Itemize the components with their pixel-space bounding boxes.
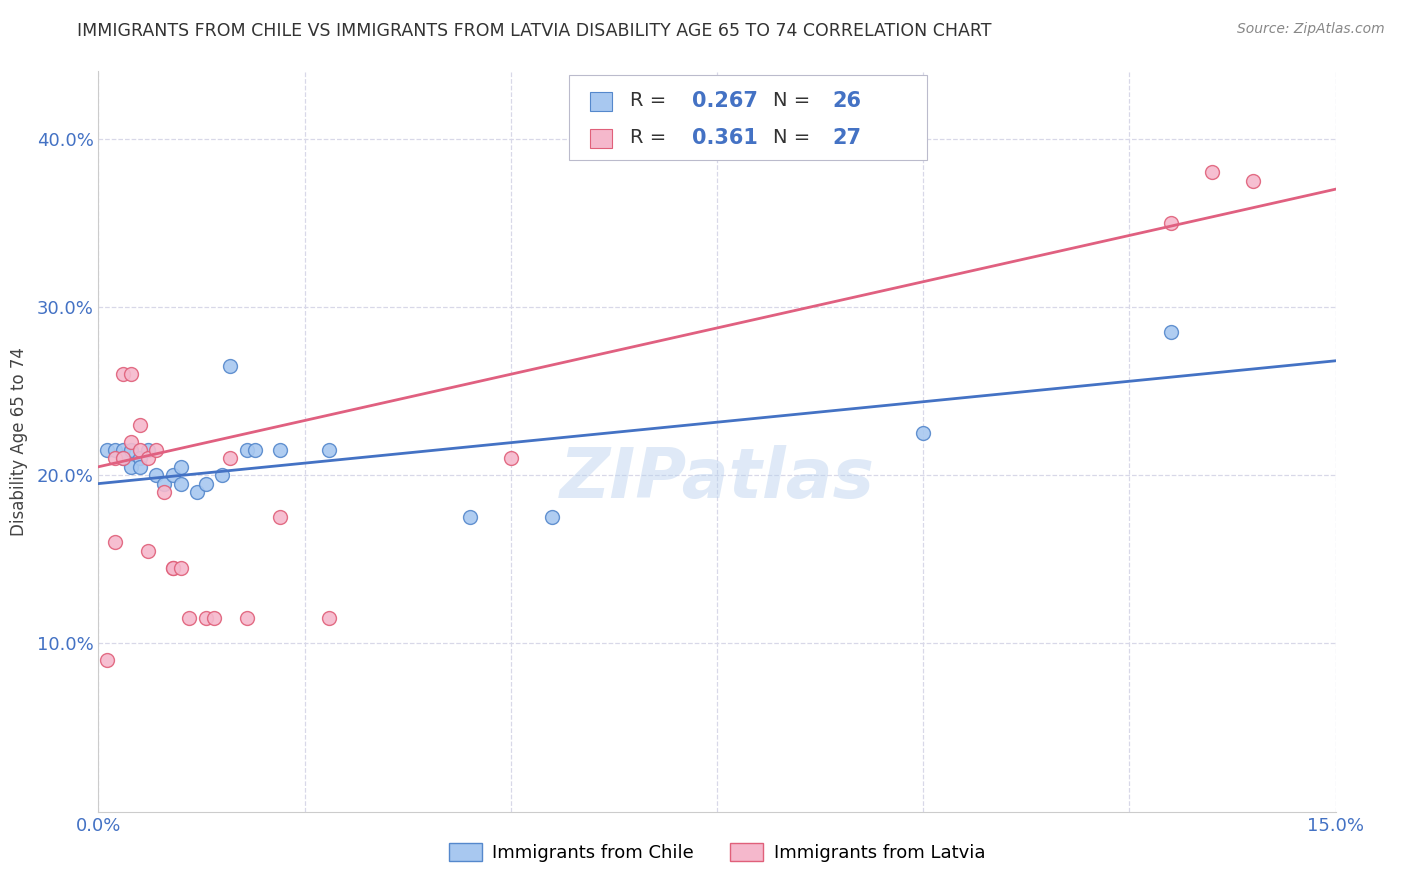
- Point: [236, 611, 259, 625]
- Text: N =: N =: [773, 92, 810, 111]
- Point: [162, 468, 184, 483]
- Point: [162, 560, 184, 574]
- Point: [112, 368, 135, 382]
- Point: [499, 451, 522, 466]
- Point: [128, 442, 150, 457]
- Point: [120, 459, 142, 474]
- Point: [104, 451, 127, 466]
- FancyBboxPatch shape: [589, 92, 612, 111]
- Point: [194, 476, 217, 491]
- Point: [179, 611, 201, 625]
- Point: [120, 442, 142, 457]
- Point: [145, 468, 167, 483]
- Point: [269, 510, 291, 524]
- Point: [112, 451, 135, 466]
- Point: [170, 476, 193, 491]
- Point: [120, 368, 142, 382]
- Point: [128, 417, 150, 432]
- Point: [112, 442, 135, 457]
- Point: [96, 653, 118, 667]
- Legend: Immigrants from Chile, Immigrants from Latvia: Immigrants from Chile, Immigrants from L…: [441, 836, 993, 870]
- Point: [318, 442, 340, 457]
- Point: [1160, 325, 1182, 339]
- Point: [541, 510, 564, 524]
- Point: [202, 611, 225, 625]
- Point: [1160, 216, 1182, 230]
- Point: [211, 468, 233, 483]
- Text: ZIPatlas: ZIPatlas: [560, 445, 875, 512]
- Y-axis label: Disability Age 65 to 74: Disability Age 65 to 74: [10, 347, 28, 536]
- Point: [1201, 165, 1223, 179]
- Point: [243, 442, 266, 457]
- FancyBboxPatch shape: [568, 75, 928, 161]
- Text: IMMIGRANTS FROM CHILE VS IMMIGRANTS FROM LATVIA DISABILITY AGE 65 TO 74 CORRELAT: IMMIGRANTS FROM CHILE VS IMMIGRANTS FROM…: [77, 22, 991, 40]
- Point: [269, 442, 291, 457]
- Point: [186, 485, 208, 500]
- Text: Source: ZipAtlas.com: Source: ZipAtlas.com: [1237, 22, 1385, 37]
- Text: 0.361: 0.361: [692, 128, 758, 148]
- Point: [153, 476, 176, 491]
- Point: [112, 451, 135, 466]
- Point: [120, 434, 142, 449]
- Point: [162, 560, 184, 574]
- FancyBboxPatch shape: [589, 129, 612, 147]
- Point: [136, 442, 159, 457]
- Point: [458, 510, 481, 524]
- Text: R =: R =: [630, 128, 666, 147]
- Point: [194, 611, 217, 625]
- Point: [170, 560, 193, 574]
- Text: 26: 26: [832, 91, 860, 111]
- Point: [128, 451, 150, 466]
- Text: 0.267: 0.267: [692, 91, 758, 111]
- Point: [170, 459, 193, 474]
- Point: [1241, 174, 1264, 188]
- Point: [136, 544, 159, 558]
- Point: [318, 611, 340, 625]
- Point: [219, 451, 242, 466]
- Point: [153, 485, 176, 500]
- Point: [104, 535, 127, 549]
- Text: N =: N =: [773, 128, 810, 147]
- Point: [136, 451, 159, 466]
- Point: [145, 442, 167, 457]
- Point: [912, 426, 935, 441]
- Point: [219, 359, 242, 373]
- Point: [236, 442, 259, 457]
- Point: [128, 459, 150, 474]
- Point: [104, 442, 127, 457]
- Text: R =: R =: [630, 92, 666, 111]
- Point: [96, 442, 118, 457]
- Text: 27: 27: [832, 128, 860, 148]
